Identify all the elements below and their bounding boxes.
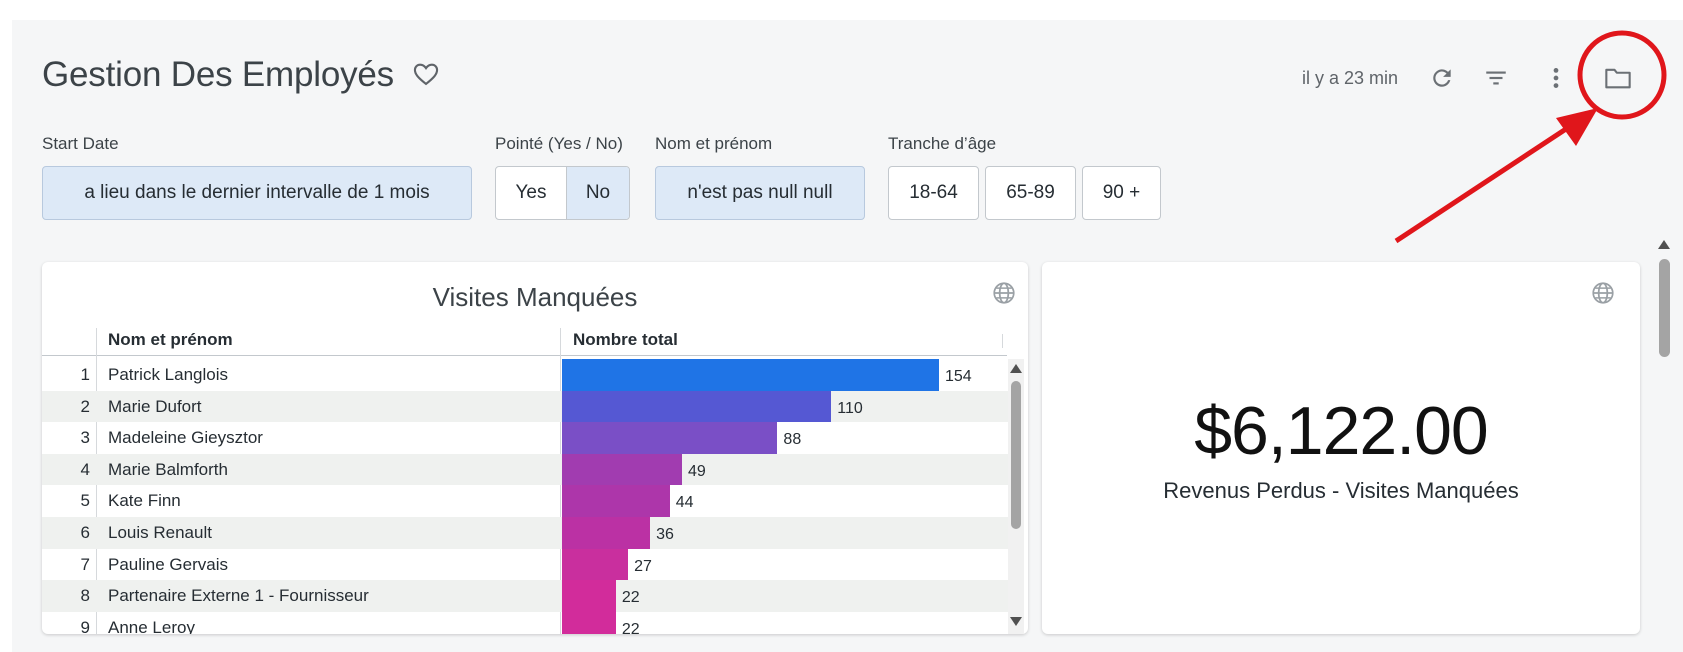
pointe-label: Pointé (Yes / No) bbox=[495, 134, 623, 153]
total-value: 110 bbox=[837, 399, 863, 417]
table-row[interactable]: 3 Madeleine Gieysztor 88 bbox=[42, 422, 1008, 454]
column-divider bbox=[1002, 334, 1003, 348]
table-row[interactable]: 7 Pauline Gervais 27 bbox=[42, 548, 1008, 581]
more-vert-icon[interactable] bbox=[1540, 62, 1572, 94]
table-row[interactable]: 2 Marie Dufort 110 bbox=[42, 390, 1008, 423]
card-title: Visites Manquées bbox=[432, 282, 638, 312]
tranche-label: Tranche d’âge bbox=[888, 134, 997, 153]
employee-name: Marie Dufort bbox=[108, 396, 202, 416]
row-index: 9 bbox=[80, 617, 90, 634]
employee-name: Pauline Gervais bbox=[108, 554, 229, 574]
employee-name: Partenaire Externe 1 - Fournisseur bbox=[108, 586, 369, 606]
total-bar bbox=[562, 517, 651, 549]
total-value: 88 bbox=[783, 431, 802, 449]
kpi-value: $6,122.00 bbox=[1194, 393, 1489, 469]
total-value: 49 bbox=[687, 462, 706, 480]
page-title: Gestion Des Employés bbox=[42, 55, 394, 94]
globe-icon[interactable] bbox=[991, 280, 1017, 306]
table-row[interactable]: 6 Louis Renault 36 bbox=[42, 517, 1008, 549]
table-row[interactable]: 4 Marie Balmforth 49 bbox=[42, 453, 1008, 486]
folder-icon[interactable] bbox=[1602, 62, 1634, 94]
total-bar bbox=[562, 580, 616, 612]
revenus-perdus-card: $6,122.00 Revenus Perdus - Visites Manqu… bbox=[1042, 262, 1640, 634]
total-value: 27 bbox=[634, 557, 652, 575]
row-index: 3 bbox=[80, 428, 90, 448]
pointe-no-option[interactable]: No bbox=[565, 167, 629, 219]
employee-name: Anne Leroy bbox=[108, 617, 195, 634]
last-updated-label: il y a 23 min bbox=[1302, 68, 1399, 88]
pointe-toggle[interactable]: Yes No bbox=[495, 166, 630, 220]
total-value: 44 bbox=[675, 494, 694, 512]
page-scrollbar[interactable] bbox=[1655, 238, 1673, 652]
total-value: 154 bbox=[945, 368, 972, 385]
table-row[interactable]: 1 Patrick Langlois 154 bbox=[42, 359, 1008, 391]
total-value: 22 bbox=[621, 589, 640, 607]
kpi-caption: Revenus Perdus - Visites Manquées bbox=[1163, 478, 1519, 503]
scroll-down-arrow[interactable] bbox=[1010, 617, 1022, 626]
total-bar bbox=[562, 485, 670, 517]
nom-filter[interactable]: n'est pas null null bbox=[655, 166, 865, 220]
total-bar bbox=[562, 359, 939, 391]
employee-name: Marie Balmforth bbox=[108, 459, 228, 479]
employee-name: Kate Finn bbox=[108, 491, 181, 511]
total-bar bbox=[562, 548, 629, 581]
globe-icon[interactable] bbox=[1590, 280, 1616, 306]
column-header-total[interactable]: Nombre total bbox=[573, 330, 678, 349]
employee-name: Patrick Langlois bbox=[108, 365, 229, 384]
visites-manquees-card: Visites Manquées Nom et prénom Nombre to… bbox=[42, 262, 1028, 634]
heart-icon[interactable] bbox=[412, 60, 440, 88]
filter-icon[interactable] bbox=[1480, 62, 1512, 94]
total-value: 22 bbox=[621, 620, 640, 634]
table-row[interactable]: 5 Kate Finn 44 bbox=[42, 485, 1008, 517]
total-value: 36 bbox=[656, 526, 674, 543]
tranche-18-64-button[interactable]: 18-64 bbox=[888, 166, 979, 220]
start-date-label: Start Date bbox=[42, 134, 119, 153]
scroll-up-arrow[interactable] bbox=[1010, 364, 1022, 373]
employee-name: Madeleine Gieysztor bbox=[108, 428, 263, 448]
table-header: Nom et prénom Nombre total bbox=[42, 324, 1007, 356]
page-scroll-thumb[interactable] bbox=[1659, 259, 1670, 357]
refresh-icon[interactable] bbox=[1426, 62, 1458, 94]
nom-label: Nom et prénom bbox=[655, 134, 773, 153]
pointe-yes-option[interactable]: Yes bbox=[515, 182, 547, 203]
row-index: 1 bbox=[80, 365, 90, 384]
row-index: 8 bbox=[80, 586, 90, 606]
row-index: 5 bbox=[80, 491, 90, 511]
start-date-filter[interactable]: a lieu dans le dernier intervalle de 1 m… bbox=[42, 166, 472, 220]
scroll-thumb[interactable] bbox=[1011, 381, 1021, 529]
row-index: 4 bbox=[80, 459, 90, 479]
total-bar bbox=[562, 422, 778, 454]
employee-name: Louis Renault bbox=[108, 523, 212, 542]
total-bar bbox=[562, 453, 682, 486]
table-row[interactable]: 8 Partenaire Externe 1 - Fournisseur 22 bbox=[42, 580, 1008, 612]
column-header-name[interactable]: Nom et prénom bbox=[108, 330, 233, 349]
tranche-65-89-button[interactable]: 65-89 bbox=[985, 166, 1076, 220]
page-scroll-up-arrow[interactable] bbox=[1658, 240, 1670, 249]
table-row[interactable]: 9 Anne Leroy 22 bbox=[42, 611, 1008, 634]
row-index: 2 bbox=[80, 396, 90, 416]
row-index: 6 bbox=[80, 523, 90, 542]
table-scrollbar[interactable] bbox=[1008, 359, 1024, 634]
total-bar bbox=[562, 390, 832, 423]
row-index: 7 bbox=[80, 554, 90, 574]
tranche-90-plus-button[interactable]: 90 + bbox=[1082, 166, 1161, 220]
dashboard: Gestion Des Employés il y a 23 min Start… bbox=[12, 20, 1683, 652]
total-bar bbox=[562, 611, 616, 634]
